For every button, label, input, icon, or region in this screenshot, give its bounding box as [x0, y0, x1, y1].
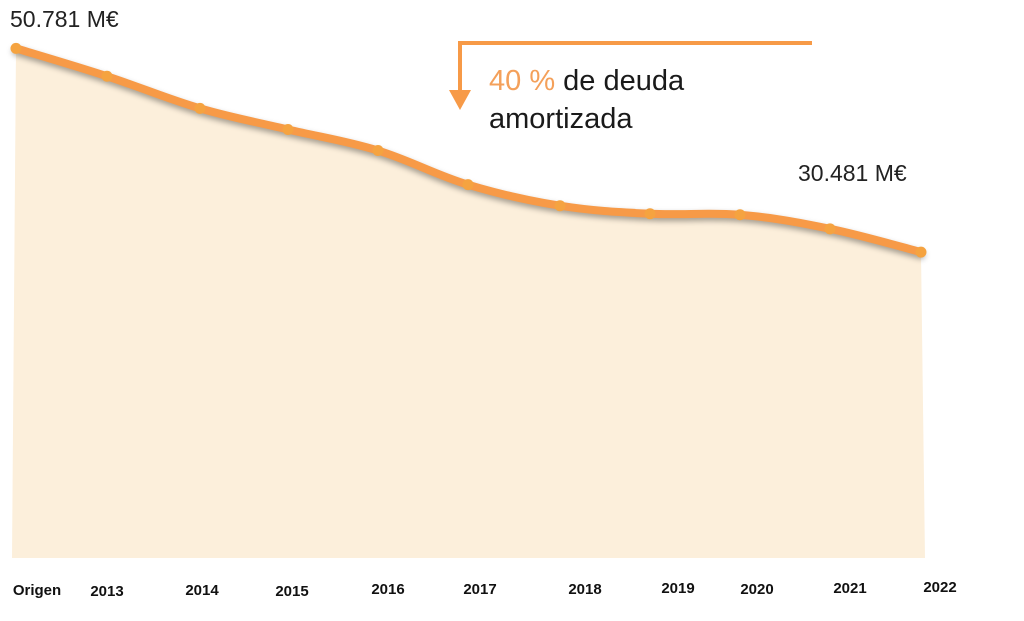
data-point-2013 — [101, 70, 113, 82]
x-tick-label-2014: 2014 — [185, 582, 219, 599]
x-tick-label-2017: 2017 — [463, 581, 497, 598]
annotation-percent: 40 % — [489, 65, 556, 97]
data-point-2014 — [194, 102, 206, 114]
data-point-2016 — [372, 145, 384, 157]
data-markers — [10, 42, 927, 258]
data-point-2018 — [554, 200, 566, 212]
debt-amortized-annotation: 40 % de deuda amortizada — [489, 62, 684, 138]
data-point-2015 — [282, 123, 294, 135]
annotation-text-1: de deuda — [555, 65, 685, 97]
x-tick-label-2019: 2019 — [661, 580, 695, 597]
x-tick-label-2013: 2013 — [90, 583, 124, 600]
annotation-line-2: amortizada — [489, 103, 633, 135]
x-tick-label-2016: 2016 — [371, 581, 405, 598]
x-tick-label-2018: 2018 — [568, 581, 602, 598]
start-value-label: 50.781 M€ — [10, 6, 119, 32]
x-tick-label-2020: 2020 — [740, 581, 774, 598]
annotation-line-1: 40 % de deuda — [489, 62, 684, 100]
data-point-2022 — [915, 246, 927, 258]
data-point-2020 — [734, 209, 746, 221]
x-tick-label-2022: 2022 — [923, 579, 957, 596]
data-point-origen — [10, 42, 22, 54]
arrow-bracket-line — [458, 41, 812, 92]
data-point-2017 — [462, 179, 474, 191]
area-fill — [12, 48, 925, 559]
end-value-label: 30.481 M€ — [798, 160, 907, 186]
data-point-2021 — [824, 223, 836, 235]
x-tick-label-2015: 2015 — [275, 583, 309, 600]
data-point-2019 — [644, 208, 656, 220]
arrow-head — [449, 90, 471, 110]
x-tick-label-origen: Origen — [12, 582, 62, 599]
x-tick-label-2021: 2021 — [833, 580, 867, 597]
annotation-arrow — [449, 41, 812, 110]
